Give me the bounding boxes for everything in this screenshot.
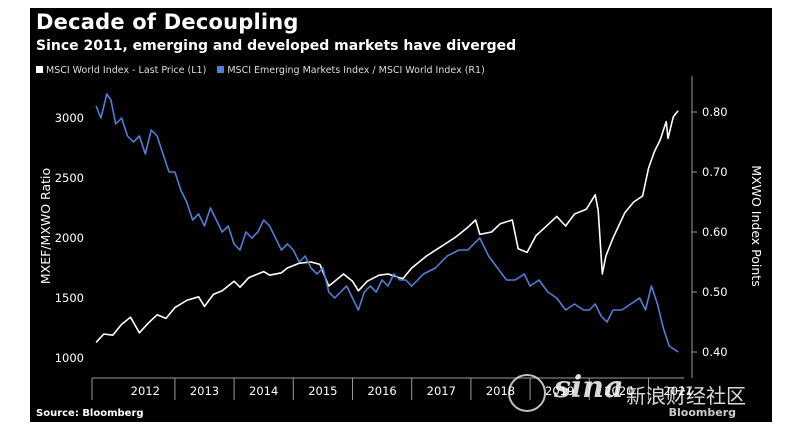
source-note: Source: Bloomberg bbox=[36, 408, 144, 419]
sina-brand-text: sina bbox=[554, 370, 624, 405]
right-y-tick-label: 0.70 bbox=[702, 165, 728, 179]
x-tick-label: 2017 bbox=[427, 384, 456, 398]
legend-swatch-em-ratio bbox=[217, 66, 225, 73]
x-tick-label: 2021 bbox=[663, 384, 692, 398]
x-tick-label: 2014 bbox=[249, 384, 278, 398]
left-y-tick-label: 1500 bbox=[55, 291, 84, 305]
left-y-tick-label: 1000 bbox=[55, 351, 84, 365]
msci-world-index-line bbox=[95, 110, 679, 343]
line-chart: 2012 2013 2014 2015 2016 2017 2018 2019 2020 2021… bbox=[38, 76, 764, 400]
chart-legend: MSCI World Index - Last Price (L1) MSCI … bbox=[36, 65, 493, 76]
right-axis-title: MXWO Index Points bbox=[749, 165, 764, 286]
bloomberg-brand: Bloomberg bbox=[668, 406, 736, 419]
chart-title: Decade of Decoupling bbox=[36, 10, 299, 34]
sina-watermark: sina 新浪财经社区 bbox=[508, 370, 778, 420]
legend-label-em-ratio: MSCI Emerging Markets Index / MSCI World… bbox=[227, 65, 485, 76]
x-tick-label: 2016 bbox=[367, 384, 396, 398]
x-tick-label: 2020 bbox=[604, 384, 633, 398]
x-tick-label: 2012 bbox=[131, 384, 160, 398]
chart-frame: Decade of Decoupling Since 2011, emergin… bbox=[30, 8, 772, 422]
x-tick-label: 2015 bbox=[308, 384, 337, 398]
legend-item-world: MSCI World Index - Last Price (L1) bbox=[36, 65, 206, 76]
sina-logo-icon bbox=[508, 374, 546, 412]
sina-community-text: 新浪财经社区 bbox=[626, 384, 746, 408]
legend-swatch-world bbox=[36, 66, 43, 73]
left-y-tick-label: 2500 bbox=[55, 171, 84, 185]
em-dm-ratio-line bbox=[95, 93, 679, 353]
left-axis-title: MXEF/MXWO Ratio bbox=[38, 168, 53, 284]
left-y-tick-label: 3000 bbox=[55, 111, 84, 125]
right-y-tick-label: 0.40 bbox=[702, 345, 728, 359]
left-y-tick-label: 2000 bbox=[55, 231, 84, 245]
x-tick-label: 2018 bbox=[486, 384, 515, 398]
legend-label-world: MSCI World Index - Last Price (L1) bbox=[46, 65, 207, 76]
right-y-tick-label: 0.60 bbox=[702, 225, 728, 239]
legend-item-em-ratio: MSCI Emerging Markets Index / MSCI World… bbox=[217, 65, 485, 76]
x-tick-label: 2013 bbox=[190, 384, 219, 398]
right-y-tick-label: 0.50 bbox=[702, 285, 728, 299]
right-y-tick-label: 0.80 bbox=[702, 105, 728, 119]
x-tick-label: 2019 bbox=[545, 384, 574, 398]
chart-subtitle: Since 2011, emerging and developed marke… bbox=[36, 38, 517, 54]
